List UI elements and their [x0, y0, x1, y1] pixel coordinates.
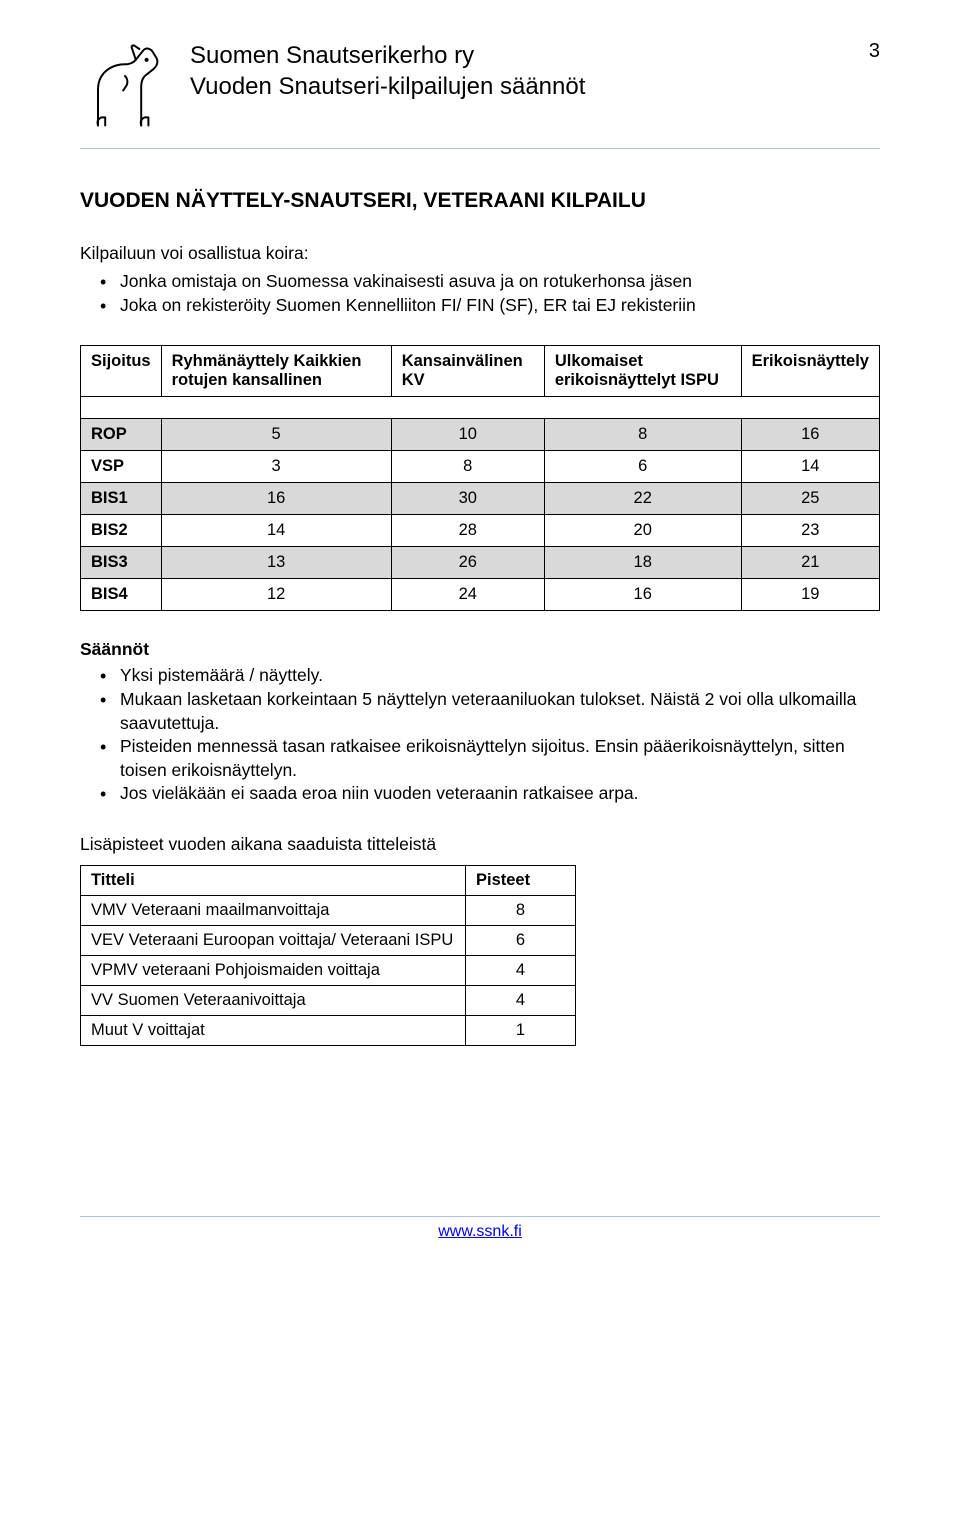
col-header: Ulkomaiset erikoisnäyttelyt ISPU [544, 346, 741, 397]
table-row: VSP 3 8 6 14 [81, 451, 880, 483]
table-row: VEV Veteraani Euroopan voittaja/ Veteraa… [81, 926, 576, 956]
cell: 23 [741, 515, 879, 547]
spacer-row [81, 397, 880, 419]
cell: 6 [544, 451, 741, 483]
cell: 25 [741, 483, 879, 515]
table-row: ROP 5 10 8 16 [81, 419, 880, 451]
title-points: 4 [466, 986, 576, 1016]
cell: 13 [161, 547, 391, 579]
list-item: Joka on rekisteröity Suomen Kennelliiton… [120, 294, 880, 318]
row-label: BIS2 [81, 515, 162, 547]
title-label: VV Suomen Veteraanivoittaja [81, 986, 466, 1016]
list-item: Yksi pistemäärä / näyttely. [120, 664, 880, 688]
title-label: VEV Veteraani Euroopan voittaja/ Veteraa… [81, 926, 466, 956]
cell: 19 [741, 579, 879, 611]
extra-points-heading: Lisäpisteet vuoden aikana saaduista titt… [80, 834, 880, 855]
cell: 8 [391, 451, 544, 483]
col-header: Kansainvälinen KV [391, 346, 544, 397]
points-table: Sijoitus Ryhmänäyttely Kaikkien rotujen … [80, 345, 880, 611]
col-header: Sijoitus [81, 346, 162, 397]
row-label: VSP [81, 451, 162, 483]
table-row: BIS3 13 26 18 21 [81, 547, 880, 579]
table-row: BIS2 14 28 20 23 [81, 515, 880, 547]
footer: www.ssnk.fi [80, 1216, 880, 1241]
row-label: ROP [81, 419, 162, 451]
list-item: Jos vieläkään ei saada eroa niin vuoden … [120, 782, 880, 806]
header-titles: Suomen Snautserikerho ry Vuoden Snautser… [190, 40, 859, 102]
footer-link[interactable]: www.ssnk.fi [438, 1223, 522, 1240]
table-header-row: Titteli Pisteet [81, 866, 576, 896]
cell: 26 [391, 547, 544, 579]
document-header: Suomen Snautserikerho ry Vuoden Snautser… [80, 40, 880, 149]
title-points: 1 [466, 1016, 576, 1046]
cell: 8 [544, 419, 741, 451]
col-header: Erikoisnäyttely [741, 346, 879, 397]
page: Suomen Snautserikerho ry Vuoden Snautser… [0, 0, 960, 1271]
cell: 20 [544, 515, 741, 547]
cell: 16 [161, 483, 391, 515]
cell: 3 [161, 451, 391, 483]
title-label: VPMV veteraani Pohjoismaiden voittaja [81, 956, 466, 986]
cell: 16 [544, 579, 741, 611]
rules-bullets: Yksi pistemäärä / näyttely. Mukaan laske… [80, 664, 880, 806]
col-header: Titteli [81, 866, 466, 896]
cell: 14 [741, 451, 879, 483]
cell: 28 [391, 515, 544, 547]
title-label: Muut V voittajat [81, 1016, 466, 1046]
table-row: VPMV veteraani Pohjoismaiden voittaja 4 [81, 956, 576, 986]
cell: 30 [391, 483, 544, 515]
main-heading: VUODEN NÄYTTELY-SNAUTSERI, VETERAANI KIL… [80, 189, 880, 213]
col-header: Pisteet [466, 866, 576, 896]
table-row: VV Suomen Veteraanivoittaja 4 [81, 986, 576, 1016]
cell: 22 [544, 483, 741, 515]
cell: 5 [161, 419, 391, 451]
title-points: 8 [466, 896, 576, 926]
dog-logo-icon [80, 40, 170, 130]
title-label: VMV Veteraani maailmanvoittaja [81, 896, 466, 926]
cell: 14 [161, 515, 391, 547]
intro-line: Kilpailuun voi osallistua koira: [80, 243, 880, 264]
intro-bullets: Jonka omistaja on Suomessa vakinaisesti … [80, 270, 880, 317]
table-row: BIS4 12 24 16 19 [81, 579, 880, 611]
row-label: BIS3 [81, 547, 162, 579]
col-header: Ryhmänäyttely Kaikkien rotujen kansallin… [161, 346, 391, 397]
page-number: 3 [869, 40, 880, 63]
list-item: Pisteiden mennessä tasan ratkaisee eriko… [120, 735, 880, 782]
row-label: BIS4 [81, 579, 162, 611]
cell: 18 [544, 547, 741, 579]
list-item: Mukaan lasketaan korkeintaan 5 näyttelyn… [120, 688, 880, 735]
table-row: VMV Veteraani maailmanvoittaja 8 [81, 896, 576, 926]
cell: 16 [741, 419, 879, 451]
cell: 10 [391, 419, 544, 451]
title-points: 4 [466, 956, 576, 986]
org-title: Suomen Snautserikerho ry [190, 40, 859, 71]
title-points: 6 [466, 926, 576, 956]
table-header-row: Sijoitus Ryhmänäyttely Kaikkien rotujen … [81, 346, 880, 397]
titles-table: Titteli Pisteet VMV Veteraani maailmanvo… [80, 865, 576, 1046]
rules-title: Säännöt [80, 639, 880, 660]
cell: 12 [161, 579, 391, 611]
row-label: BIS1 [81, 483, 162, 515]
cell: 24 [391, 579, 544, 611]
table-row: Muut V voittajat 1 [81, 1016, 576, 1046]
sub-title: Vuoden Snautseri-kilpailujen säännöt [190, 71, 859, 102]
cell: 21 [741, 547, 879, 579]
list-item: Jonka omistaja on Suomessa vakinaisesti … [120, 270, 880, 294]
table-row: BIS1 16 30 22 25 [81, 483, 880, 515]
